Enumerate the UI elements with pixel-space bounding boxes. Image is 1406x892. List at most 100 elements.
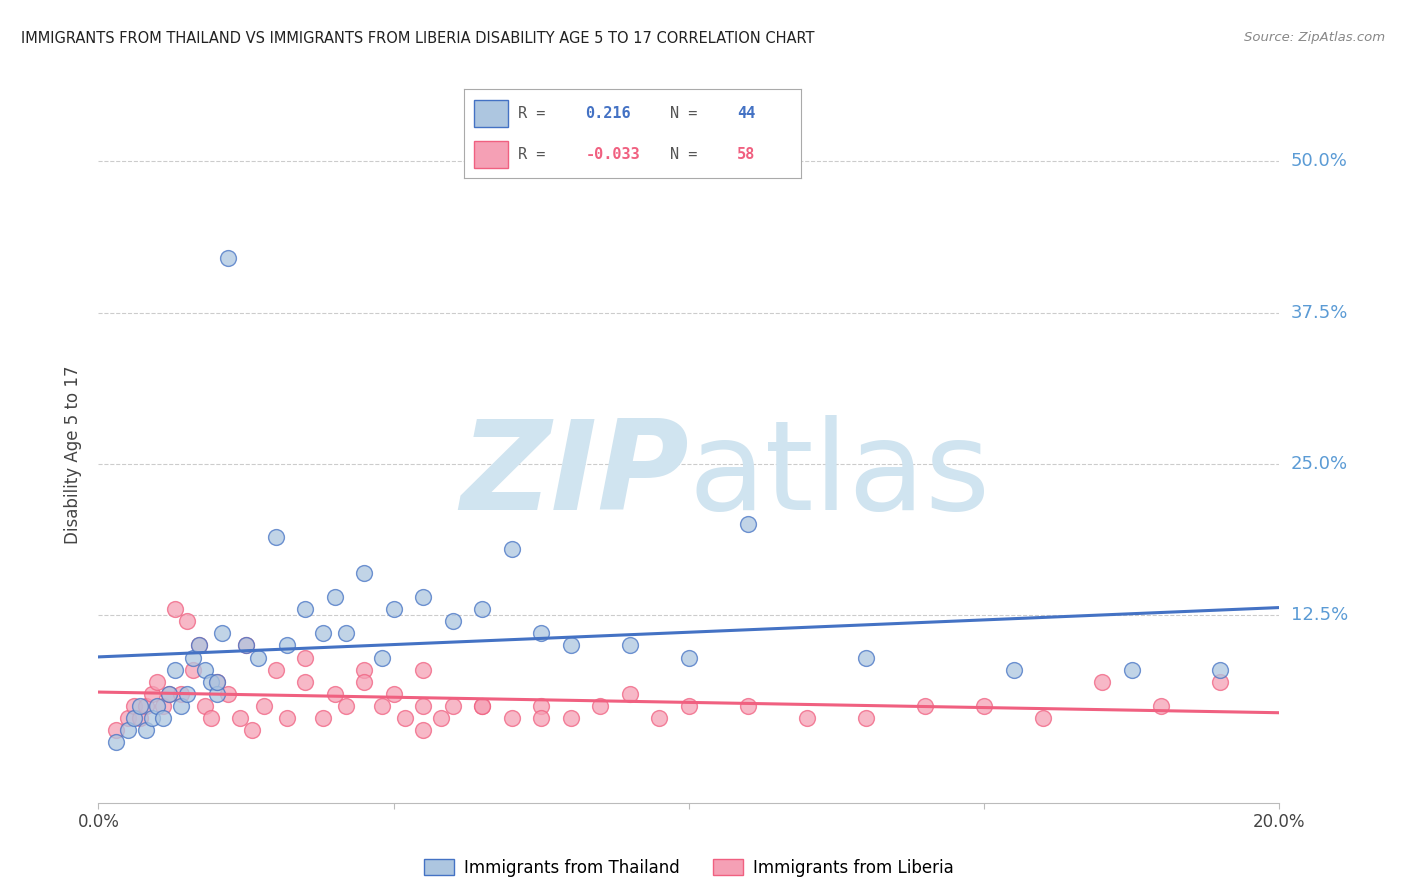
Point [1209,663,1232,677]
Point [176,687,198,701]
Point [430,711,453,725]
Point [530,626,553,640]
Point [152,698,174,713]
Text: 12.5%: 12.5% [1291,607,1348,624]
Point [1091,674,1114,689]
Point [211,626,233,640]
Point [353,566,375,580]
Point [312,711,335,725]
Point [253,698,276,713]
Point [471,698,494,713]
Point [122,711,145,725]
Text: 50.0%: 50.0% [1291,153,1347,170]
Point [105,735,128,749]
Text: ZIP: ZIP [460,416,689,536]
Point [619,639,641,653]
Point [181,650,204,665]
Point [530,698,553,713]
Text: 25.0%: 25.0% [1291,455,1348,473]
Point [117,723,139,738]
Point [1209,674,1232,689]
Point [678,650,700,665]
Point [135,698,157,713]
Point [335,698,357,713]
Point [205,674,228,689]
Point [276,711,298,725]
Point [312,626,335,640]
Point [141,687,163,701]
Point [914,698,936,713]
Point [678,698,700,713]
Point [855,650,877,665]
Point [165,663,187,677]
Point [146,698,169,713]
Point [441,698,464,713]
Point [648,711,671,725]
Point [973,698,995,713]
Point [1121,663,1143,677]
Point [141,711,163,725]
Point [235,639,257,653]
Point [170,687,193,701]
Point [530,711,553,725]
Point [412,590,434,604]
Point [441,615,464,629]
Text: atlas: atlas [689,416,991,536]
Text: 0.216: 0.216 [585,106,631,120]
Point [146,674,169,689]
Point [157,687,180,701]
Point [855,711,877,725]
Text: -0.033: -0.033 [585,147,640,161]
Point [194,663,217,677]
Point [235,639,257,653]
Point [181,663,204,677]
Point [194,698,217,713]
Point [294,602,316,616]
Point [187,639,209,653]
Point [737,517,759,532]
Point [264,663,287,677]
Point [371,698,394,713]
Point [294,650,316,665]
Point [205,687,228,701]
Point [157,687,180,701]
Bar [474,141,508,168]
Text: IMMIGRANTS FROM THAILAND VS IMMIGRANTS FROM LIBERIA DISABILITY AGE 5 TO 17 CORRE: IMMIGRANTS FROM THAILAND VS IMMIGRANTS F… [21,31,814,46]
Point [619,687,641,701]
Point [323,687,346,701]
Point [240,723,263,738]
Text: R =: R = [517,106,554,120]
Point [589,698,612,713]
Point [152,711,174,725]
Point [796,711,818,725]
Point [200,674,222,689]
Point [105,723,128,738]
Point [737,698,759,713]
Text: 44: 44 [737,106,755,120]
Point [335,626,357,640]
Point [117,711,139,725]
Point [382,602,405,616]
Point [122,698,145,713]
Point [187,639,209,653]
Point [323,590,346,604]
Point [560,639,582,653]
Point [205,674,228,689]
Point [246,650,269,665]
Point [382,687,405,701]
Text: R =: R = [517,147,554,161]
Point [501,711,523,725]
Point [1150,698,1173,713]
Point [501,541,523,556]
Point [471,698,494,713]
Point [217,252,239,266]
Point [217,687,239,701]
Point [1032,711,1054,725]
Point [471,602,494,616]
Point [371,650,394,665]
Point [412,723,434,738]
Point [276,639,298,653]
Point [560,711,582,725]
Point [264,530,287,544]
Text: 37.5%: 37.5% [1291,304,1348,322]
